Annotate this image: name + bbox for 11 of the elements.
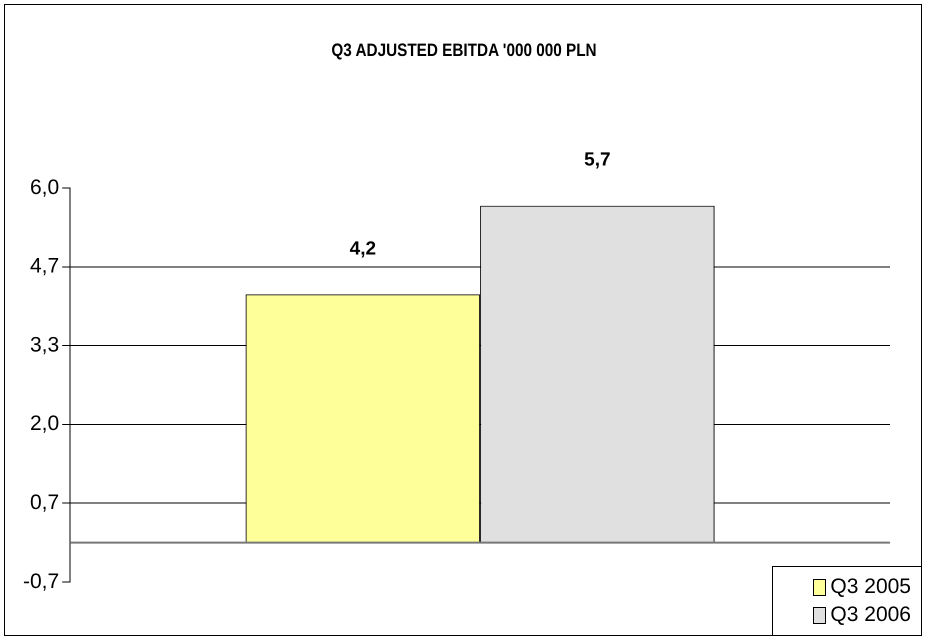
data-label: 4,2 — [350, 238, 376, 260]
y-tick-label: 3,3 — [30, 333, 60, 356]
legend-label: Q3 2005 — [830, 574, 911, 600]
y-tick-label: 0,7 — [30, 490, 60, 514]
y-tick-label: 2,0 — [30, 412, 60, 436]
data-label: 5,7 — [584, 150, 611, 171]
legend-label: Q3 2006 — [830, 602, 911, 628]
chart-title: Q3 ADJUSTED EBITDA '000 000 PLN — [330, 40, 598, 61]
y-tick-label: 6,0 — [30, 176, 60, 199]
y-tick-label: -0,7 — [23, 570, 60, 593]
y-tick-label: 4,7 — [30, 254, 60, 278]
